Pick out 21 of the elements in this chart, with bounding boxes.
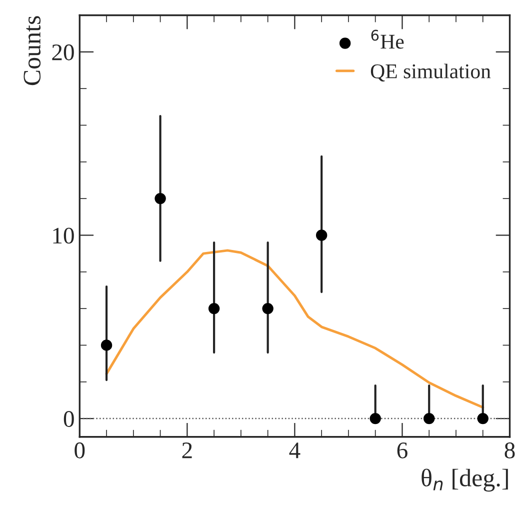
y-tick-label: 10 <box>53 228 74 244</box>
x-tick-label: 8 <box>504 442 515 458</box>
legend-label: QE simulation <box>370 64 491 82</box>
legend-label: $^{6}$He <box>371 30 404 49</box>
y-tick-label: 20 <box>52 44 74 60</box>
x-tick-label: 6 <box>397 442 408 458</box>
point <box>154 192 166 204</box>
point <box>477 412 488 424</box>
line-series <box>105 249 484 409</box>
x-tick-label: 4 <box>289 442 300 458</box>
point <box>424 412 435 424</box>
point <box>316 230 328 241</box>
point <box>262 302 274 314</box>
point <box>208 302 220 314</box>
y-tick-label: 0 <box>64 411 74 427</box>
point <box>370 412 381 424</box>
point <box>100 340 112 351</box>
x-axis-title: θ$_{n}$ [deg.] <box>422 468 508 492</box>
x-tick-label: 0 <box>74 442 85 458</box>
x-tick-label: 2 <box>182 442 192 458</box>
y-axis-title: Counts <box>24 16 41 86</box>
